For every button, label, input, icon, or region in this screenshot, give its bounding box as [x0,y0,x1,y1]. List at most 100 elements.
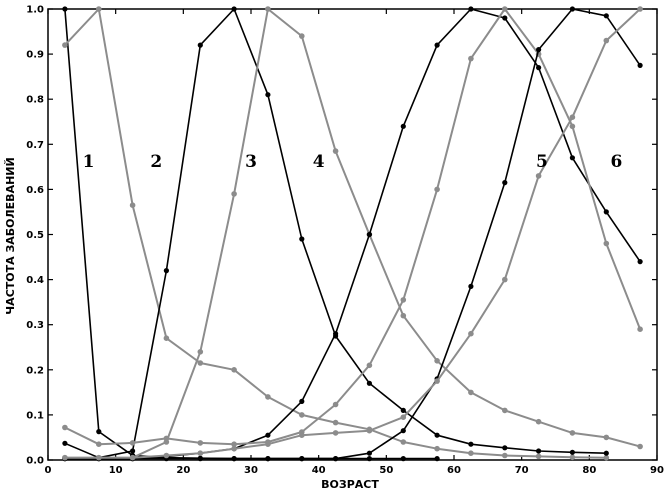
curve-label-6: 6 [610,152,622,172]
x-tick-label: 10 [109,465,123,476]
x-tick-label: 20 [176,465,190,476]
data-point [96,6,102,12]
data-point [197,349,204,355]
data-point [265,456,271,462]
data-point [603,37,610,44]
data-point [637,326,643,333]
y-tick-label: 0.2 [26,365,44,376]
x-tick-label: 30 [244,465,258,476]
data-point [62,440,68,446]
series-3 [62,6,609,461]
y-tick-label: 0.8 [26,95,44,106]
data-point [299,236,305,242]
data-point [502,407,508,414]
data-point [163,268,169,274]
data-point [569,155,576,161]
x-tick-label: 90 [650,465,664,476]
data-point [536,65,542,71]
data-point [400,407,406,413]
data-point [197,450,204,457]
data-point [332,401,339,408]
data-point [502,6,508,12]
data-point [366,450,372,456]
data-point [197,440,204,446]
data-point [197,360,204,366]
data-point [129,454,136,461]
data-point [502,445,508,451]
data-point [96,429,102,435]
data-point [163,435,170,442]
data-point [569,430,576,436]
y-tick-label: 0.0 [26,456,44,467]
data-point [129,202,136,208]
data-point [62,454,68,461]
data-point [332,148,339,154]
data-point [400,439,407,445]
data-point [502,276,508,283]
data-point [366,380,372,386]
data-point [366,362,373,369]
data-point [197,456,203,462]
data-point [603,434,610,441]
series-2 [62,6,610,461]
data-point [603,240,610,247]
data-point [163,452,170,459]
data-point [333,456,339,462]
data-point [265,394,271,400]
data-point [96,441,102,448]
x-tick-label: 70 [515,465,529,476]
series-4 [62,6,643,461]
data-point [130,448,136,454]
data-point [468,450,474,457]
data-point [502,180,508,186]
data-point [468,55,474,62]
curve-label-5: 5 [536,152,548,172]
data-point [603,209,609,215]
data-point [96,454,102,461]
series-line-3 [64,8,607,459]
data-point [231,367,237,373]
data-point [265,441,271,448]
data-point [299,412,305,418]
curve-labels: 12345678 [83,152,623,172]
data-point [366,231,372,238]
data-point [231,6,237,12]
x-tick-label: 80 [582,465,596,476]
data-point [299,33,305,39]
y-tick-label: 0.4 [26,275,44,286]
y-tick-label: 0.9 [26,50,44,61]
curve-label-3: 3 [245,152,257,172]
data-point [231,191,237,197]
data-point [62,6,68,12]
x-tick-label: 40 [312,465,326,476]
y-tick-label: 1.0 [26,5,44,16]
series-line-7 [64,8,641,460]
y-tick-label: 0.6 [26,185,44,196]
data-point [299,432,305,439]
data-point [400,312,407,319]
data-point [332,430,339,436]
data-point [569,449,576,455]
data-point [434,456,440,462]
data-point [434,186,440,193]
data-point [197,42,203,48]
data-point [231,456,237,462]
data-point [129,440,136,446]
curve-label-1: 1 [83,152,95,172]
data-point [299,398,305,404]
series-line-8 [64,8,641,459]
data-point [569,123,576,130]
data-point [400,428,406,434]
data-point [434,445,440,452]
data-point [569,114,576,120]
curve-label-4: 4 [313,152,325,172]
data-point [434,432,440,438]
data-point [400,297,407,303]
series-line-1 [64,8,438,460]
series-8 [62,6,643,461]
data-point [434,358,440,364]
data-point [502,15,508,21]
data-point [535,173,542,179]
data-point [637,62,643,68]
